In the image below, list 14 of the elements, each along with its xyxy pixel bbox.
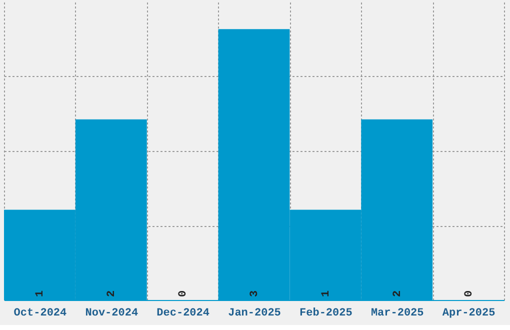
x-tick-label: Dec-2024	[156, 308, 210, 320]
x-tick-label: Apr-2025	[442, 308, 496, 320]
data-label: 1	[34, 290, 47, 297]
x-tick-label: Feb-2025	[300, 308, 353, 320]
x-tick-label: Oct-2024	[14, 308, 68, 320]
x-tick-label: Nov-2024	[85, 308, 138, 320]
data-label: 0	[463, 290, 476, 297]
data-label: 0	[178, 290, 190, 297]
data-label: 2	[106, 290, 118, 297]
x-tick-label: Jan-2025	[228, 308, 282, 320]
x-tick-label: Mar-2025	[370, 308, 424, 320]
data-label: 3	[249, 290, 261, 297]
data-label: 1	[320, 290, 332, 297]
data-label: 2	[392, 290, 404, 297]
